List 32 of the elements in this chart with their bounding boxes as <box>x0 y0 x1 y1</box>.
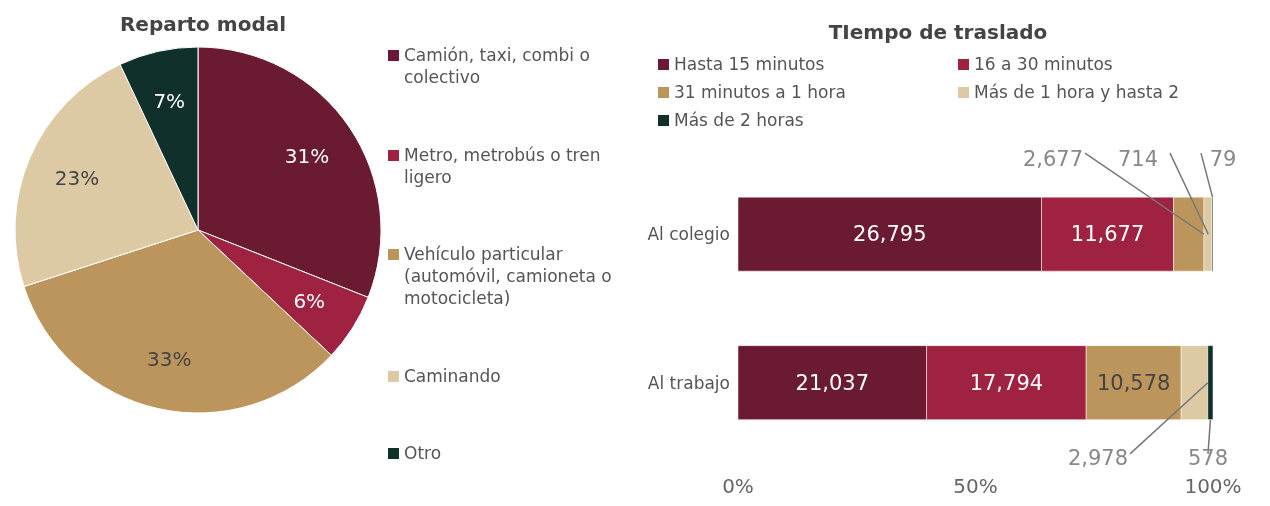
annotation: 2,978 <box>1067 445 1129 470</box>
annotation: 2,677 <box>1022 147 1084 172</box>
chart-title: Reparto modal <box>118 12 288 36</box>
data-label: 6% <box>293 288 326 313</box>
data-label: 7% <box>153 89 186 114</box>
annotation: 79 <box>1209 147 1237 172</box>
legend-label: Metro, metrobús o tren ligero <box>404 143 602 188</box>
annotation: 26,795 <box>853 222 927 247</box>
annotation: 578 <box>1187 445 1229 470</box>
y-tick-label: Al trabajo <box>647 372 730 393</box>
data-label: 23% <box>54 165 100 190</box>
legend-label: Caminando <box>404 364 501 387</box>
legend-label: Vehículo particular (automóvil, camioneta o motocicleta) <box>404 243 613 309</box>
annotation: 11,677 <box>1070 222 1145 247</box>
y-tick-label: Al colegio <box>647 224 730 245</box>
legend-label: Otro <box>404 442 442 464</box>
x-tick-label: 0% <box>722 474 754 499</box>
legend-label: 31 minutos a 1 hora <box>674 82 846 102</box>
annotation: 714 <box>1117 147 1159 172</box>
x-tick-label: 50% <box>953 474 998 499</box>
legend-label: Más de 2 horas <box>674 110 804 130</box>
chart-title: TIempo de traslado <box>827 20 1049 44</box>
legend-label: Más de 1 hora y hasta 2 <box>974 82 1180 102</box>
legend-label: 16 a 30 minutos <box>974 54 1113 74</box>
legend-label: Hasta 15 minutos <box>674 54 825 74</box>
x-tick-label: 100% <box>1184 474 1242 499</box>
data-label: 31% <box>284 143 330 168</box>
annotation: 21,037 <box>795 370 870 395</box>
annotation: 10,578 <box>1096 370 1171 395</box>
legend-label: Camión, taxi, combi o colectivo <box>404 44 591 88</box>
data-label: 33% <box>147 346 192 371</box>
annotation: 17,794 <box>969 370 1044 395</box>
